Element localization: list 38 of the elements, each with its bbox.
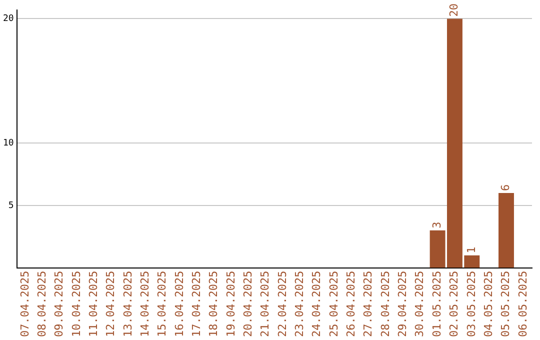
x-tick-label: 08.04.2025: [35, 270, 48, 338]
data-label: 6: [499, 184, 512, 192]
x-tick-label: 18.04.2025: [207, 270, 220, 338]
x-tick-label: 05.05.2025: [499, 270, 512, 338]
x-tick-label: 04.05.2025: [482, 270, 495, 338]
data-label: 3: [430, 222, 444, 228]
x-tick-label: 15.04.2025: [156, 270, 169, 338]
x-tick-label: 23.04.2025: [293, 270, 306, 338]
x-tick-label: 26.04.2025: [344, 270, 358, 338]
x-tick-label: 09.04.2025: [52, 270, 66, 338]
x-tick-label: 14.04.2025: [138, 270, 152, 338]
x-tick-label: 20.04.2025: [242, 270, 255, 338]
x-tick-label: 19.04.2025: [224, 270, 238, 338]
x-tick-label: 07.04.2025: [18, 270, 32, 338]
x-tick-label: 02.05.2025: [448, 270, 461, 338]
y-tick-label: 10: [2, 138, 14, 149]
x-tick-label: 11.04.2025: [86, 270, 100, 338]
x-tick-label: 22.04.2025: [276, 270, 289, 338]
data-label: 1: [464, 246, 478, 254]
x-tick-label: 10.04.2025: [70, 270, 83, 338]
x-tick-label: 29.04.2025: [396, 270, 410, 338]
x-tick-label: 25.04.2025: [327, 270, 340, 338]
x-tick-label: 28.04.2025: [378, 270, 392, 338]
x-tick-label: 01.05.2025: [430, 270, 444, 338]
x-tick-label: 12.04.2025: [104, 270, 118, 338]
x-tick-label: 03.05.2025: [464, 270, 478, 338]
x-tick-label: 30.04.2025: [413, 270, 426, 338]
x-tick-label: 17.04.2025: [190, 270, 204, 338]
x-tick-label: 21.04.2025: [258, 270, 272, 338]
x-tick-label: 16.04.2025: [172, 270, 186, 338]
x-tick-label: 27.04.2025: [362, 270, 375, 338]
x-tick-label: 06.05.2025: [516, 270, 530, 338]
x-tick-label: 24.04.2025: [310, 270, 324, 338]
data-label: 20: [448, 3, 461, 17]
y-tick-label: 20: [2, 14, 14, 24]
y-tick-label: 5: [8, 200, 14, 211]
bar: [498, 193, 514, 268]
x-tick-label: 13.04.2025: [121, 270, 134, 338]
